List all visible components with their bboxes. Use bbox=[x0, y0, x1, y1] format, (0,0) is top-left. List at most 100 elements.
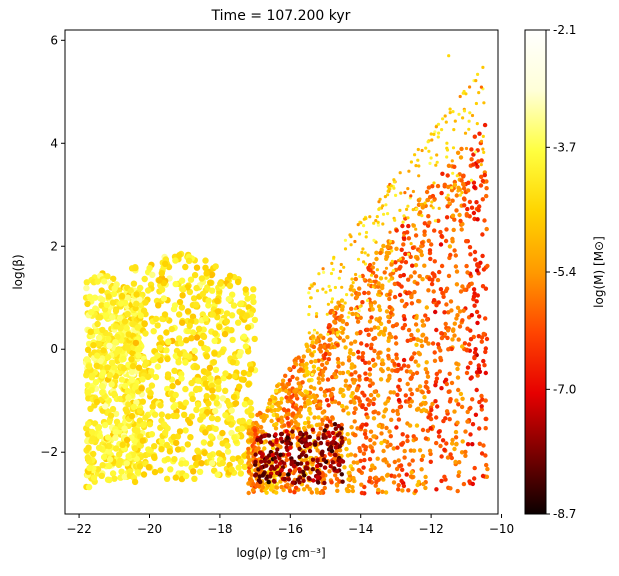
data-point bbox=[90, 474, 98, 481]
data-point bbox=[426, 238, 431, 243]
data-point bbox=[333, 345, 337, 350]
data-point bbox=[432, 198, 436, 202]
data-point bbox=[477, 426, 482, 431]
data-point bbox=[361, 451, 367, 456]
data-point bbox=[302, 404, 308, 409]
data-point bbox=[364, 435, 369, 440]
data-point bbox=[380, 368, 385, 374]
data-point bbox=[260, 454, 265, 459]
data-point bbox=[430, 341, 436, 346]
data-point bbox=[387, 279, 391, 283]
data-point bbox=[464, 92, 468, 96]
data-point bbox=[320, 369, 326, 374]
data-point bbox=[438, 348, 443, 353]
data-point bbox=[373, 283, 377, 287]
data-point bbox=[230, 302, 238, 309]
data-point bbox=[412, 270, 417, 275]
data-point bbox=[258, 436, 263, 441]
data-point bbox=[423, 436, 429, 441]
data-point bbox=[278, 387, 283, 393]
data-point bbox=[369, 445, 374, 450]
data-point bbox=[460, 344, 465, 349]
data-point bbox=[418, 248, 423, 254]
data-point bbox=[418, 402, 424, 407]
data-point bbox=[370, 273, 374, 277]
data-point bbox=[455, 150, 461, 155]
data-point bbox=[366, 360, 372, 365]
data-point bbox=[477, 399, 482, 405]
data-point bbox=[460, 191, 464, 195]
data-point bbox=[429, 132, 433, 136]
data-point bbox=[256, 478, 262, 483]
data-point bbox=[87, 328, 94, 335]
data-point bbox=[149, 271, 156, 278]
data-point bbox=[461, 91, 465, 95]
data-point bbox=[173, 439, 180, 447]
data-point bbox=[468, 111, 472, 115]
data-point bbox=[171, 302, 179, 309]
data-point bbox=[224, 442, 231, 449]
data-point bbox=[188, 379, 195, 387]
data-point bbox=[482, 363, 487, 368]
data-point bbox=[195, 377, 202, 384]
data-point bbox=[344, 446, 349, 452]
data-point bbox=[85, 483, 93, 491]
data-point bbox=[274, 421, 279, 427]
data-point bbox=[366, 402, 371, 407]
data-point bbox=[477, 204, 482, 209]
data-point bbox=[194, 447, 201, 454]
data-point bbox=[414, 164, 418, 168]
data-point bbox=[363, 360, 368, 365]
data-point bbox=[339, 298, 345, 303]
data-point bbox=[287, 468, 293, 473]
data-point bbox=[479, 404, 484, 409]
data-point bbox=[474, 200, 479, 205]
data-point bbox=[324, 290, 328, 294]
data-point bbox=[347, 440, 352, 445]
data-point bbox=[445, 455, 451, 460]
data-point bbox=[343, 378, 349, 383]
data-point bbox=[459, 146, 464, 152]
data-point bbox=[121, 473, 128, 481]
data-point bbox=[139, 376, 146, 383]
data-point bbox=[479, 139, 484, 143]
data-point bbox=[453, 459, 458, 465]
data-point bbox=[310, 467, 315, 472]
data-point bbox=[155, 302, 162, 309]
data-point bbox=[472, 465, 477, 471]
data-point bbox=[374, 250, 379, 255]
data-point bbox=[403, 191, 407, 195]
data-point bbox=[414, 370, 420, 376]
data-point bbox=[432, 181, 436, 185]
data-point bbox=[481, 65, 485, 69]
data-point bbox=[457, 324, 463, 329]
data-point bbox=[415, 256, 420, 261]
data-point bbox=[203, 353, 211, 360]
data-point bbox=[462, 203, 467, 208]
data-point bbox=[111, 475, 118, 482]
data-point bbox=[464, 239, 469, 244]
data-point bbox=[284, 395, 289, 400]
data-point bbox=[368, 215, 372, 219]
data-point bbox=[457, 309, 463, 314]
data-point bbox=[388, 230, 392, 234]
data-point bbox=[456, 473, 461, 478]
data-point bbox=[208, 271, 215, 279]
data-point bbox=[383, 407, 389, 412]
data-point bbox=[419, 244, 424, 249]
data-point bbox=[208, 382, 216, 389]
data-point bbox=[434, 415, 439, 420]
data-point bbox=[139, 437, 146, 444]
data-point bbox=[395, 445, 400, 450]
data-point bbox=[163, 441, 171, 449]
data-point bbox=[182, 399, 189, 406]
data-point bbox=[419, 457, 424, 462]
data-point bbox=[454, 282, 460, 287]
data-point bbox=[480, 197, 485, 202]
data-point bbox=[89, 435, 96, 442]
data-point bbox=[228, 312, 236, 319]
data-point bbox=[297, 384, 303, 390]
data-point bbox=[426, 140, 430, 144]
data-point bbox=[455, 420, 460, 425]
